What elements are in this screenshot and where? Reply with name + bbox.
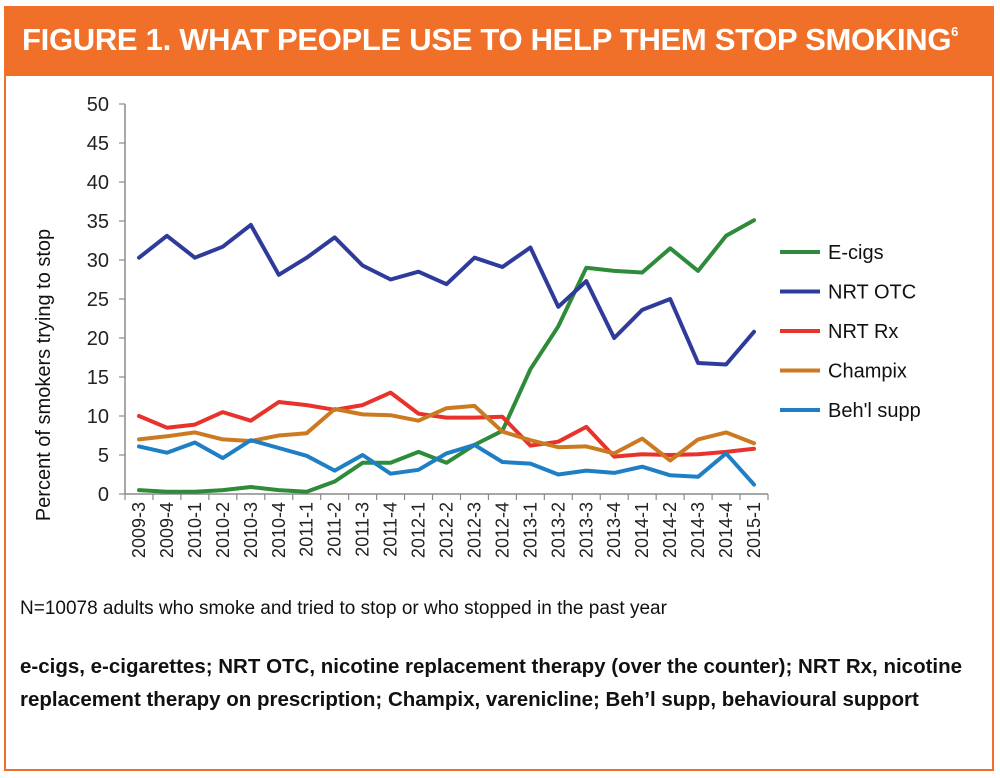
y-tick-label: 50	[87, 94, 109, 116]
y-tick-label: 10	[87, 406, 109, 428]
x-tick-label: 2013-3	[576, 502, 596, 558]
legend-label-champix: Champix	[828, 361, 907, 383]
y-tick-label: 40	[87, 172, 109, 194]
x-tick-label: 2009-3	[129, 502, 149, 558]
y-tick-label: 5	[98, 445, 109, 467]
x-tick-label: 2014-4	[716, 502, 736, 558]
series-line-beh-l-supp	[137, 438, 756, 487]
y-tick-label: 15	[87, 367, 109, 389]
figure-banner: FIGURE 1. WHAT PEOPLE USE TO HELP THEM S…	[6, 8, 992, 76]
figure-frame: FIGURE 1. WHAT PEOPLE USE TO HELP THEM S…	[4, 6, 994, 771]
abbreviations-footnote: e-cigs, e-cigarettes; NRT OTC, nicotine …	[20, 655, 963, 711]
x-tick-label: 2014-3	[688, 502, 708, 558]
legend-label-e-cigs: E-cigs	[828, 242, 884, 264]
x-tick-label: 2010-4	[269, 502, 289, 558]
x-tick-label: 2012-4	[492, 502, 512, 558]
x-tick-label: 2014-2	[660, 502, 680, 558]
x-tick-label: 2014-1	[632, 502, 652, 558]
y-tick-label: 20	[87, 328, 109, 350]
y-axis-ticks: 0 5 10 15 20 25 30 35 40 45 50	[87, 94, 125, 506]
x-tick-label: 2013-4	[604, 502, 624, 558]
x-axis-ticks: 2009-3 2009-4 2010-1 2010-2 2010-3 2010-4 2011…	[124, 494, 769, 558]
x-tick-label: 2011-3	[353, 502, 373, 557]
x-tick-label: 2012-2	[437, 502, 457, 558]
sample-note: N=10078 adults who smoke and tried to st…	[20, 598, 667, 619]
x-tick-label: 2011-2	[325, 502, 345, 557]
chart-legend: E-cigs NRT OTC NRT Rx Champix Beh'l supp	[780, 242, 921, 422]
x-tick-label: 2013-1	[520, 502, 540, 558]
legend-label-nrt-rx: NRT Rx	[828, 321, 898, 343]
x-tick-label: 2010-3	[241, 502, 261, 558]
y-tick-label: 0	[98, 484, 109, 506]
series-line-e-cigs	[137, 218, 756, 494]
x-tick-label: 2012-1	[409, 502, 429, 558]
x-tick-label: 2011-4	[381, 502, 401, 557]
figure-title: FIGURE 1. WHAT PEOPLE USE TO HELP THEM S…	[22, 22, 959, 57]
x-tick-label: 2009-4	[157, 502, 177, 558]
y-axis-title: Percent of smokers trying to stop	[33, 229, 55, 521]
y-tick-label: 35	[87, 211, 109, 233]
x-tick-label: 2010-1	[185, 502, 205, 558]
chart-series	[137, 218, 756, 494]
series-line-champix	[137, 403, 756, 463]
y-tick-label: 45	[87, 133, 109, 155]
series-line-nrt-rx	[137, 390, 756, 459]
legend-label-beh-l-supp: Beh'l supp	[828, 400, 921, 422]
x-tick-label: 2011-1	[297, 502, 317, 557]
series-line-nrt-otc	[137, 222, 756, 367]
x-tick-label: 2013-2	[548, 502, 568, 558]
x-tick-label: 2012-3	[464, 502, 484, 558]
y-tick-label: 25	[87, 289, 109, 311]
y-tick-label: 30	[87, 250, 109, 272]
x-tick-label: 2010-2	[213, 502, 233, 558]
legend-label-nrt-otc: NRT OTC	[828, 282, 916, 304]
x-tick-label: 2015-1	[744, 502, 764, 558]
